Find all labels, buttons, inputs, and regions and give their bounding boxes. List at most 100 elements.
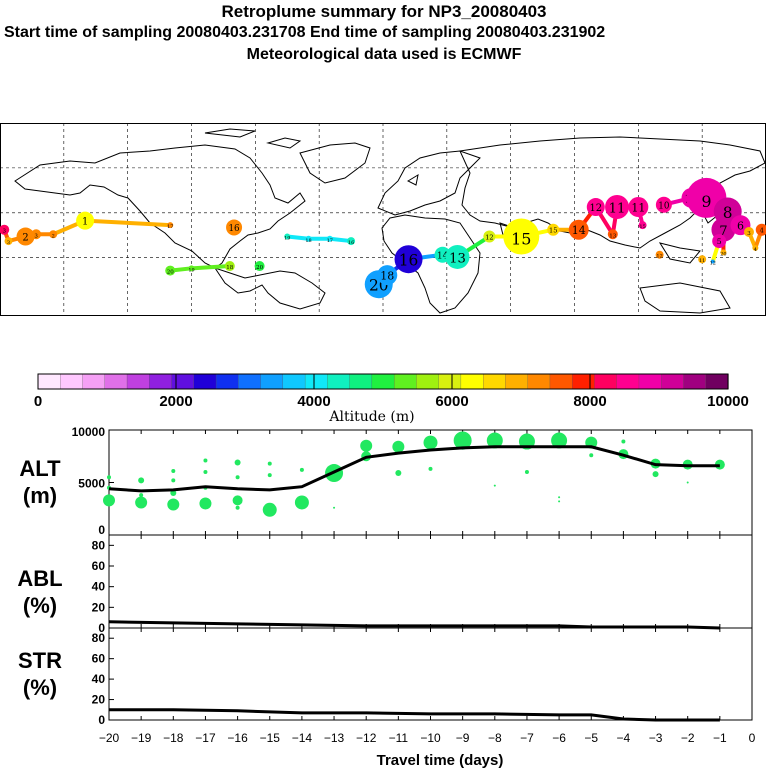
map-point: 11 — [628, 197, 649, 218]
colorbar-cell — [616, 373, 640, 390]
map-point-label: 11 — [609, 201, 626, 216]
map-point-marker — [16, 227, 35, 246]
map-point-marker — [165, 265, 176, 276]
alt-points — [103, 431, 725, 517]
map-point-label: 7 — [719, 224, 727, 239]
map-point-marker — [394, 245, 423, 274]
alt-point — [235, 505, 240, 510]
map-point: 3 — [4, 237, 13, 246]
map-point: 18 — [305, 235, 312, 244]
alt-point — [170, 490, 177, 496]
alt-point — [428, 466, 433, 471]
map-point: 2 — [16, 227, 35, 246]
map-point-label: 9 — [701, 192, 711, 211]
alt-point — [267, 473, 272, 478]
map-point-label: 2 — [22, 233, 28, 244]
x-tick-label: 0 — [749, 731, 756, 745]
x-tick-label: −16 — [227, 731, 248, 745]
map-point-marker — [4, 237, 13, 246]
alt-point — [524, 470, 529, 474]
abl-panel-label: ABL (%) — [0, 565, 80, 619]
map-point: 20 — [254, 261, 265, 272]
alt-point — [203, 458, 208, 463]
colorbar-cell — [215, 373, 239, 390]
panel-y-tick-label: 80 — [92, 538, 106, 552]
map-point-marker — [483, 230, 496, 243]
x-tick-label: −17 — [195, 731, 216, 745]
alt-point — [652, 471, 659, 478]
alt-point — [360, 439, 373, 452]
alt-point — [103, 494, 115, 507]
map-point: 15 — [638, 221, 647, 230]
alt-y-tick-label: 0 — [98, 523, 105, 537]
alt-point — [171, 468, 176, 473]
colorbar-cell — [60, 373, 84, 390]
colorbar-axis-label: Altitude (m) — [328, 409, 414, 425]
colorbar-tick-label: 0 — [34, 393, 42, 410]
alt-point — [294, 495, 309, 510]
map-point-marker — [710, 259, 715, 264]
colorbar-cell — [37, 373, 61, 390]
map-point-marker — [377, 265, 398, 286]
colorbar-cell — [282, 373, 306, 390]
colorbar-cell — [505, 373, 529, 390]
colorbar-cell — [104, 373, 128, 390]
x-tick-label: −15 — [260, 731, 281, 745]
map-point-label: 8 — [723, 204, 733, 222]
str-line — [109, 708, 720, 722]
map-point-label: 19 — [284, 236, 290, 242]
map-point: 3 — [743, 226, 754, 237]
map-point-label: 13 — [609, 233, 616, 239]
alt-point — [551, 432, 568, 449]
map-point: 1 — [76, 211, 95, 230]
alt-panel-label: ALT (m) — [0, 455, 80, 509]
colorbar-cell — [683, 373, 707, 390]
map-point: 12 — [655, 250, 664, 260]
map-point-label: 18 — [380, 270, 394, 283]
map-point-marker — [224, 261, 235, 272]
alt-point — [589, 453, 594, 458]
abl-line-polyline — [108, 620, 720, 630]
sampling-times: Start time of sampling 20080403.231708 E… — [4, 24, 606, 41]
map-point-marker — [226, 219, 243, 236]
alt-point — [232, 495, 243, 506]
map-point-marker — [607, 229, 618, 240]
map-point-marker — [445, 244, 470, 269]
map-point-label: 14 — [572, 224, 586, 237]
map-point-marker — [31, 229, 42, 240]
map-point-label: 11 — [631, 202, 645, 215]
map-point-label: 17 — [167, 224, 173, 230]
map-point-marker — [305, 235, 312, 242]
map-point-marker — [605, 195, 630, 220]
map-point-marker — [254, 261, 265, 272]
map-trajectory-segment — [285, 234, 311, 241]
map-point: 3 — [31, 229, 42, 240]
map-point-label: 3 — [34, 233, 38, 239]
map-point-label: 14 — [437, 251, 449, 261]
map-point: 13 — [607, 229, 618, 240]
alt-point — [486, 432, 503, 449]
map-point-label: 12 — [656, 254, 662, 260]
map-point-marker — [568, 219, 589, 240]
map-point-label: 4 — [754, 247, 757, 253]
map-point: 16 — [394, 245, 423, 274]
colorbar-cell — [327, 373, 351, 390]
alt-point — [299, 467, 304, 472]
alt-point — [235, 475, 240, 480]
panel-frame — [108, 627, 753, 721]
map-point: 2 — [49, 230, 58, 239]
map-point-marker — [655, 196, 672, 213]
map-point-marker — [698, 255, 707, 264]
panel-y-tick-label: 20 — [92, 600, 106, 614]
map-point-label: 16 — [399, 252, 419, 270]
map-point: 12 — [483, 230, 496, 243]
map-point-label: 12 — [485, 234, 493, 242]
map-point-marker — [347, 237, 356, 246]
map-point-marker — [503, 218, 540, 255]
colorbar-cell — [349, 373, 373, 390]
map-point-label: 12 — [589, 203, 602, 214]
map-point-label: 15 — [639, 224, 645, 230]
map-point: 3 — [0, 224, 10, 235]
